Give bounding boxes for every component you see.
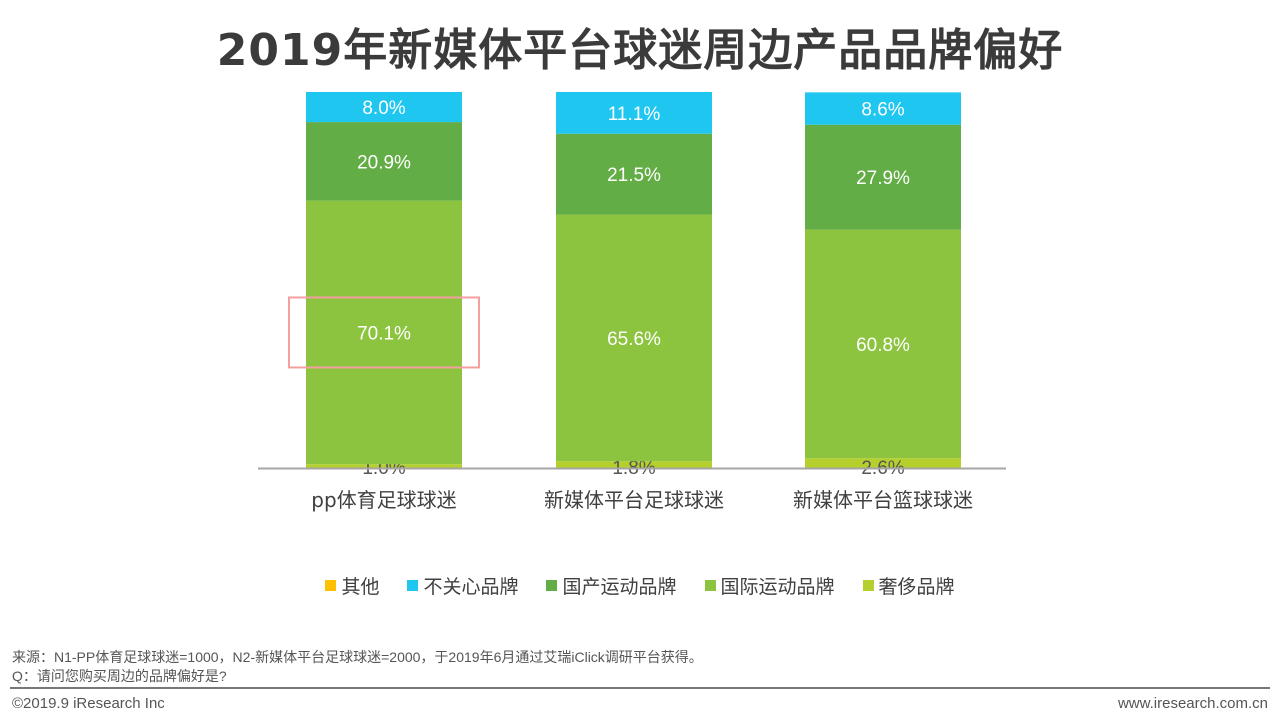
bar-segment bbox=[805, 124, 961, 230]
legend-swatch bbox=[704, 580, 716, 591]
data-label: 60.8% bbox=[856, 335, 910, 356]
bar-segment bbox=[805, 458, 961, 468]
bar-segment bbox=[556, 133, 712, 215]
x-tick-label: 新媒体平台足球球迷 bbox=[544, 488, 724, 512]
data-label: 8.0% bbox=[362, 98, 405, 119]
bar-segment bbox=[556, 461, 712, 468]
bar-segment bbox=[805, 229, 961, 459]
legend-item: 国际运动品牌 bbox=[704, 572, 835, 599]
legend-item: 不关心品牌 bbox=[407, 572, 518, 599]
data-label: 27.9% bbox=[856, 168, 910, 189]
source-note: 来源：N1-PP体育足球球迷=1000，N2-新媒体平台足球球迷=2000，于2… bbox=[12, 648, 703, 686]
legend-label: 国产运动品牌 bbox=[562, 576, 677, 598]
bar-segment bbox=[556, 214, 712, 462]
legend-label: 其他 bbox=[341, 576, 380, 598]
legend-item: 国产运动品牌 bbox=[546, 572, 677, 599]
data-label: 11.1% bbox=[608, 104, 661, 125]
legend-item: 其他 bbox=[325, 572, 379, 599]
question-text: Q：请问您购买周边的品牌偏好是? bbox=[12, 668, 227, 684]
data-label: 21.5% bbox=[607, 165, 661, 186]
legend-swatch bbox=[546, 580, 558, 591]
bar-segment bbox=[556, 92, 712, 134]
legend-swatch bbox=[325, 580, 337, 591]
legend-label: 奢侈品牌 bbox=[878, 576, 955, 598]
legend-label: 国际运动品牌 bbox=[720, 576, 835, 598]
source-text: 来源：N1-PP体育足球球迷=1000，N2-新媒体平台足球球迷=2000，于2… bbox=[12, 649, 703, 665]
website-link[interactable]: www.iresearch.com.cn bbox=[1117, 695, 1268, 712]
legend-swatch bbox=[862, 580, 874, 591]
data-label: 70.1% bbox=[357, 323, 411, 344]
bar-segment bbox=[306, 122, 462, 201]
bar-segment bbox=[306, 464, 462, 468]
bar-segment bbox=[306, 200, 462, 465]
stacked-bar-chart: 1.0%70.1%20.9%8.0%pp体育足球球迷1.8%65.6%21.5%… bbox=[258, 92, 1006, 512]
legend-label: 不关心品牌 bbox=[423, 576, 519, 598]
x-tick-label: 新媒体平台篮球球迷 bbox=[793, 488, 973, 512]
page-title: 2019年新媒体平台球迷周边产品品牌偏好 bbox=[216, 25, 1064, 76]
data-label: 8.6% bbox=[861, 100, 904, 121]
legend-swatch bbox=[407, 580, 419, 591]
footer-divider bbox=[10, 687, 1270, 689]
highlight-box bbox=[288, 296, 480, 369]
data-label: 65.6% bbox=[607, 329, 661, 350]
copyright: ©2019.9 iResearch Inc bbox=[12, 695, 165, 712]
x-tick-label: pp体育足球球迷 bbox=[311, 488, 456, 512]
bar-segment bbox=[805, 92, 961, 125]
legend-item: 奢侈品牌 bbox=[862, 572, 955, 599]
data-label: 20.9% bbox=[357, 152, 411, 173]
chart-legend: 其他 不关心品牌 国产运动品牌 国际运动品牌 奢侈品牌 bbox=[0, 572, 1280, 599]
bar-segment bbox=[306, 92, 462, 123]
